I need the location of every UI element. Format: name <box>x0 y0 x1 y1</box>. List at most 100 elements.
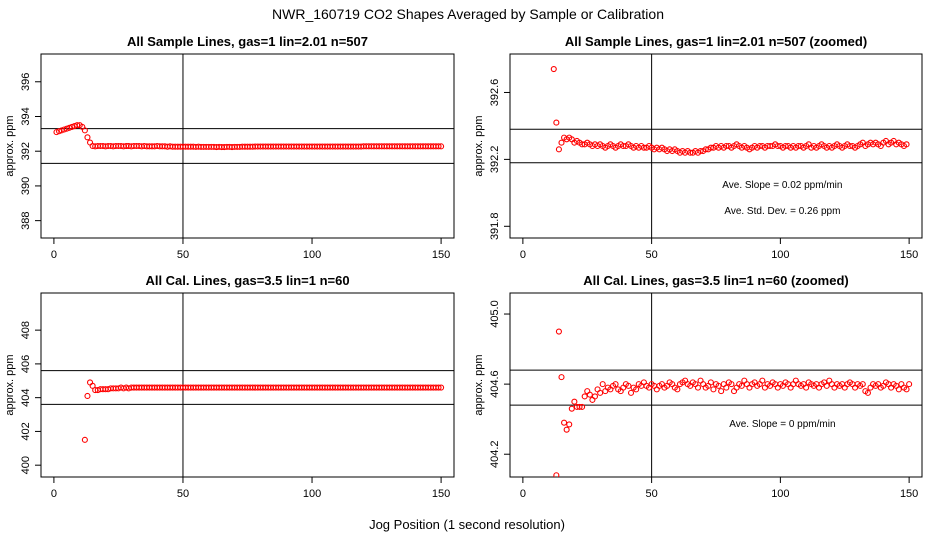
data-point <box>767 142 774 150</box>
data-point <box>687 149 694 156</box>
data-point <box>864 389 871 396</box>
data-point <box>640 379 647 386</box>
data-point <box>730 388 738 395</box>
data-point <box>903 386 910 393</box>
data-point <box>625 382 632 389</box>
data-point <box>702 146 709 153</box>
data-point <box>627 389 635 396</box>
y-tick-label: 392.2 <box>489 146 501 174</box>
data-point <box>738 382 745 389</box>
data-point <box>795 142 802 150</box>
data-point <box>697 147 704 155</box>
y-tick-label: 408 <box>20 321 32 339</box>
plot-frame <box>40 292 455 478</box>
data-point <box>620 142 627 150</box>
x-tick-label: 150 <box>900 488 918 500</box>
data-point <box>86 139 94 146</box>
data-point <box>63 125 70 132</box>
data-point <box>584 388 591 395</box>
y-tick-label: 402 <box>20 422 32 440</box>
data-point <box>826 377 833 384</box>
data-point <box>715 382 722 389</box>
data-point <box>707 379 714 386</box>
y-tick-label: 400 <box>20 456 32 474</box>
data-point <box>566 421 573 428</box>
x-tick-label: 0 <box>520 249 526 261</box>
y-axis-label: approx. ppm <box>473 115 485 176</box>
data-point <box>620 384 627 391</box>
data-point <box>823 382 830 389</box>
data-point <box>558 139 565 146</box>
data-point <box>435 143 442 150</box>
data-point <box>89 382 96 389</box>
annotation: Ave. Slope = 0 ppm/min <box>729 419 835 430</box>
data-point <box>756 142 763 150</box>
data-point <box>56 128 63 135</box>
data-point <box>694 384 702 391</box>
data-points <box>553 328 913 477</box>
panel-p2: All Sample Lines, gas=1 lin=2.01 n=507 (… <box>473 34 923 261</box>
data-point <box>888 384 895 391</box>
panel-title: All Cal. Lines, gas=3.5 lin=1 n=60 <box>145 273 349 288</box>
data-point <box>74 122 81 129</box>
data-point <box>558 374 565 381</box>
y-tick-label: 388 <box>20 211 32 229</box>
y-tick-label: 405.0 <box>489 300 501 328</box>
data-point <box>553 472 560 477</box>
data-point <box>906 381 913 388</box>
data-point <box>550 66 557 73</box>
annotation: Ave. Slope = 0.02 ppm/min <box>722 180 842 191</box>
data-point <box>859 381 866 388</box>
data-point <box>84 134 91 141</box>
x-tick-label: 0 <box>51 249 57 261</box>
data-point <box>61 126 68 133</box>
data-point <box>653 386 660 393</box>
data-point <box>895 386 902 393</box>
data-point <box>563 426 570 433</box>
plot-frame <box>40 53 455 239</box>
y-tick-label: 404 <box>20 388 32 406</box>
y-axis-label: approx. ppm <box>4 115 16 176</box>
data-point <box>438 143 445 150</box>
data-point <box>828 381 835 388</box>
data-point <box>707 144 714 151</box>
panel-title: All Sample Lines, gas=1 lin=2.01 n=507 (… <box>565 34 867 49</box>
y-tick-label: 404.2 <box>489 440 501 468</box>
panel-p1: All Sample Lines, gas=1 lin=2.01 n=507 0 5… <box>4 34 455 261</box>
data-point <box>435 384 442 391</box>
data-point <box>568 405 575 412</box>
x-tick-label: 50 <box>177 488 189 500</box>
data-points <box>53 122 445 151</box>
y-tick-label: 392.6 <box>489 79 501 107</box>
data-point <box>66 124 73 131</box>
data-point <box>741 377 748 384</box>
data-point <box>746 384 753 391</box>
data-point <box>58 127 65 134</box>
plot-frame <box>509 53 923 239</box>
data-point <box>81 127 88 134</box>
data-point <box>831 384 838 391</box>
x-tick-label: 50 <box>177 249 189 261</box>
data-point <box>633 386 640 393</box>
data-point <box>697 377 704 384</box>
bottom-xlabel: Jog Position (1 second resolution) <box>369 517 565 532</box>
data-point <box>728 381 735 388</box>
data-point <box>579 141 586 148</box>
data-point <box>723 142 730 150</box>
data-point <box>571 398 578 405</box>
data-point <box>846 142 853 150</box>
data-point <box>815 384 823 391</box>
data-point <box>555 146 562 153</box>
data-point <box>586 391 593 398</box>
x-tick-label: 50 <box>646 488 658 500</box>
data-point <box>867 384 874 391</box>
panel-p3: All Cal. Lines, gas=3.5 lin=1 n=60 0 50 100… <box>4 273 455 500</box>
data-point <box>561 419 568 426</box>
data-point <box>599 381 606 388</box>
plot-frame <box>509 292 923 478</box>
data-point <box>723 384 730 391</box>
x-tick-label: 50 <box>646 249 658 261</box>
y-tick-label: 404.6 <box>489 370 501 398</box>
data-point <box>553 119 560 126</box>
